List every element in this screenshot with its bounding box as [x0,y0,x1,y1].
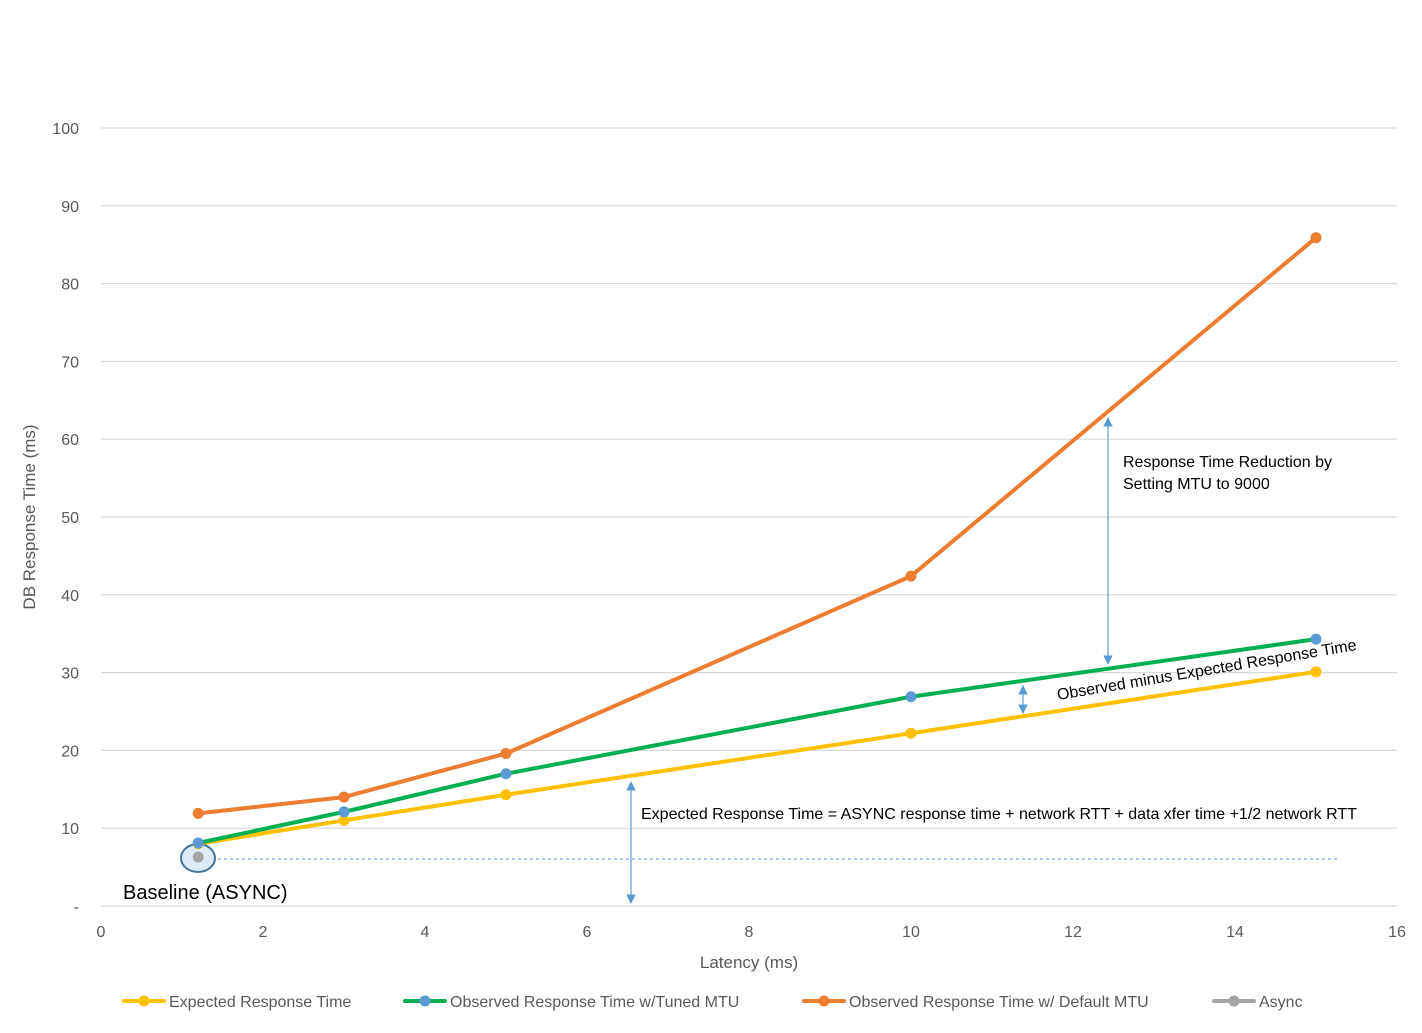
series-2-point-2 [500,748,512,760]
series-2-point-1 [338,791,350,803]
series-points [192,232,1322,863]
series-1-point-4 [1310,633,1322,645]
x-tick-label-6: 6 [583,924,592,941]
series-1-point-0 [192,837,204,849]
y-tick-label-50: 50 [61,510,79,527]
x-tick-label-10: 10 [902,924,920,941]
y-tick-label-70: 70 [61,354,79,371]
x-tick-label-0: 0 [97,924,106,941]
x-tick-label-12: 12 [1064,924,1082,941]
x-axis-title: Latency (ms) [700,953,798,972]
legend-label-0: Expected Response Time [169,994,351,1011]
baseline-label: Baseline (ASYNC) [123,882,288,904]
legend-swatch-marker-2 [818,995,830,1007]
reduction-annotation-line1: Response Time Reduction by [1123,454,1332,471]
y-tick-label-30: 30 [61,666,79,683]
x-tick-label-4: 4 [421,924,430,941]
x-tick-label-14: 14 [1226,924,1244,941]
y-tick-label-10: 10 [61,821,79,838]
series-3-point-0 [192,851,204,863]
series-1-point-3 [905,691,917,703]
series-2-point-4 [1310,232,1322,244]
legend-swatch-marker-0 [138,995,150,1007]
y-tick-label-80: 80 [61,277,79,294]
legend-label-3: Async [1259,994,1303,1011]
x-tick-label-2: 2 [259,924,268,941]
x-tick-label-16: 16 [1388,924,1406,941]
series-0-point-3 [905,727,917,739]
series-0-point-4 [1310,666,1322,678]
series-2-point-3 [905,570,917,582]
gridlines [101,127,1397,907]
y-axis-ticks: 10 20 30 40 50 60 70 80 90 100 - [52,121,79,916]
y-tick-label-0: - [74,899,79,916]
series-2-point-0 [192,807,204,819]
legend-swatch-marker-1 [419,995,431,1007]
expected-formula-annotation: Expected Response Time = ASYNC response … [641,806,1357,823]
legend: Expected Response Time Observed Response … [122,994,1303,1011]
legend-swatch-marker-3 [1228,995,1240,1007]
y-axis-title: DB Response Time (ms) [20,424,39,609]
series-1-point-2 [500,768,512,780]
y-tick-label-40: 40 [61,588,79,605]
x-axis-ticks: 0 2 4 6 8 10 12 14 16 [97,924,1406,941]
reduction-annotation-line2: Setting MTU to 9000 [1123,476,1270,493]
y-tick-label-100: 100 [52,121,79,138]
y-tick-label-60: 60 [61,432,79,449]
series-0-point-1 [338,814,350,826]
legend-label-2: Observed Response Time w/ Default MTU [849,994,1149,1011]
series-1-point-1 [338,806,350,818]
legend-label-1: Observed Response Time w/Tuned MTU [450,994,739,1011]
series-lines [196,235,1318,846]
y-tick-label-90: 90 [61,199,79,216]
x-tick-label-8: 8 [745,924,754,941]
series-0-point-2 [500,789,512,801]
y-tick-label-20: 20 [61,743,79,760]
